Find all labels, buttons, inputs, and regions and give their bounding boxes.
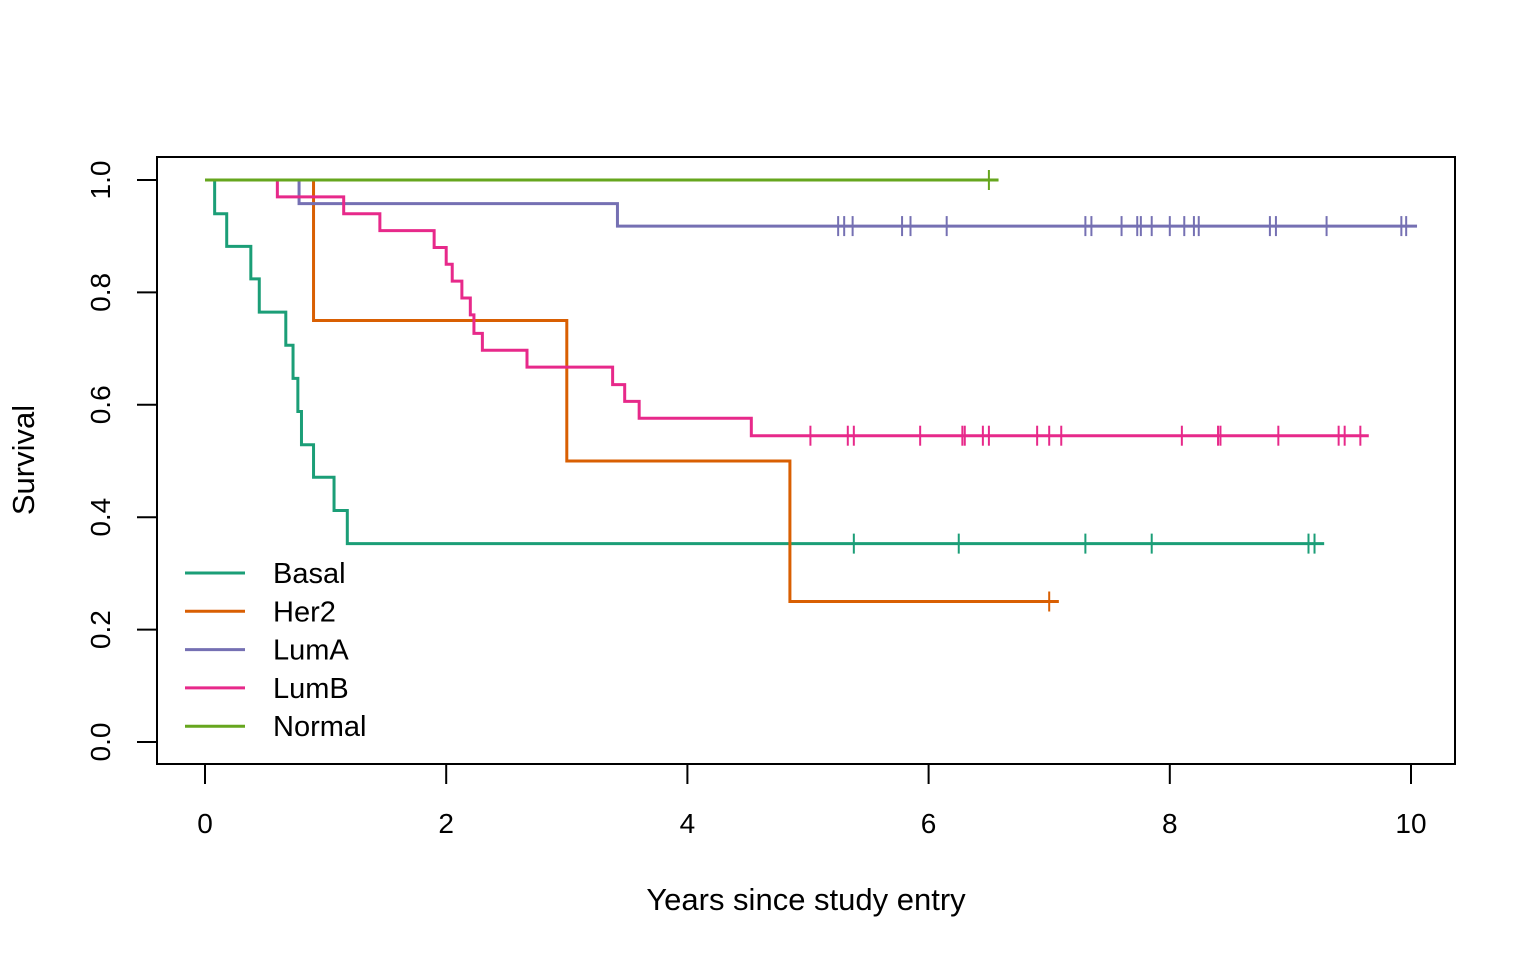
x-tick-label: 6 <box>921 808 937 839</box>
legend-label: Her2 <box>273 596 336 628</box>
legend-label: Basal <box>273 558 346 590</box>
y-tick-label: 0.4 <box>85 498 116 537</box>
series-luma <box>205 178 1418 237</box>
y-tick-label: 0.2 <box>85 610 116 649</box>
legend-item-basal: Basal <box>185 558 346 590</box>
plot-frame <box>156 156 1456 765</box>
series-basal <box>205 178 1325 554</box>
series-normal <box>205 170 999 190</box>
x-tick-label: 0 <box>197 808 213 839</box>
legend-label: Normal <box>273 711 366 743</box>
x-tick-label: 10 <box>1395 808 1426 839</box>
legend-item-normal: Normal <box>185 711 366 743</box>
series-layer <box>205 170 1418 612</box>
y-tick-label: 0.8 <box>85 273 116 312</box>
legend: Basal Her2 LumA LumB Normal <box>185 558 366 743</box>
x-tick-label: 2 <box>438 808 454 839</box>
legend-item-her2: Her2 <box>185 596 336 628</box>
x-axis-label: Years since study entry <box>646 882 966 917</box>
y-axis-label: Survival <box>6 405 41 515</box>
y-tick-label: 1.0 <box>85 161 116 200</box>
legend-item-lumb: LumB <box>185 673 349 705</box>
survival-curve <box>205 178 1418 228</box>
series-lumb <box>205 178 1369 446</box>
y-tick-label: 0.0 <box>85 723 116 762</box>
y-tick-label: 0.6 <box>85 385 116 424</box>
survival-curve <box>205 178 1325 546</box>
x-axis: 0 2 4 6 8 10 <box>197 763 1427 839</box>
survival-curve <box>205 178 1369 438</box>
legend-label: LumB <box>273 673 349 705</box>
series-her2 <box>205 178 1059 612</box>
x-tick-label: 8 <box>1162 808 1178 839</box>
legend-label: LumA <box>273 635 349 667</box>
y-axis: 0.0 0.2 0.4 0.6 0.8 1.0 <box>85 161 158 762</box>
legend-item-luma: LumA <box>185 635 349 667</box>
x-tick-label: 4 <box>680 808 696 839</box>
survival-curve <box>205 178 1059 603</box>
